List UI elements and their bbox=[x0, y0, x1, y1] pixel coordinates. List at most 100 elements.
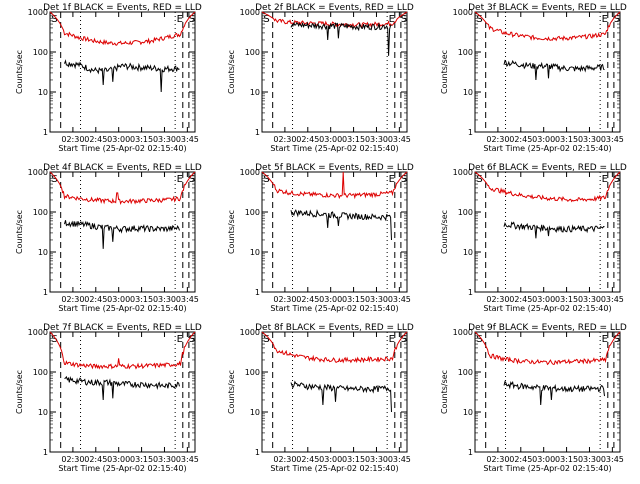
x-tick-label: 03:45 bbox=[176, 295, 199, 304]
marker-label: S bbox=[476, 174, 482, 185]
x-tick-label: 03:30 bbox=[365, 295, 388, 304]
x-tick-label: 03:15 bbox=[555, 455, 578, 464]
x-tick-label: 02:45 bbox=[296, 295, 319, 304]
y-tick-label: 1000 bbox=[240, 8, 260, 17]
x-tick-label: 03:30 bbox=[578, 455, 601, 464]
x-tick-label: 03:45 bbox=[388, 455, 411, 464]
x-tick-label: 03:30 bbox=[578, 135, 601, 144]
y-tick-label: 1 bbox=[255, 128, 260, 137]
plot-frame bbox=[474, 11, 621, 133]
x-tick-label: 02:45 bbox=[509, 135, 532, 144]
marker-label: S bbox=[614, 174, 620, 185]
x-tick-label: 03:00 bbox=[319, 295, 342, 304]
y-tick-label: 1 bbox=[43, 448, 48, 457]
y-tick-label: 1000 bbox=[453, 328, 473, 337]
panel-title: Det 3f BLACK = Events, RED = LLD bbox=[468, 3, 627, 13]
y-tick-label: 1 bbox=[43, 288, 48, 297]
marker-label: E bbox=[602, 14, 608, 25]
marker-label: E bbox=[602, 174, 608, 185]
y-tick-label: 10 bbox=[463, 248, 473, 257]
y-tick-label: 10 bbox=[250, 88, 260, 97]
x-tick-label: 03:15 bbox=[342, 455, 365, 464]
black-series-line bbox=[503, 380, 605, 406]
y-tick-label: 1000 bbox=[240, 168, 260, 177]
black-series-line bbox=[503, 59, 605, 81]
plot-frame bbox=[49, 331, 196, 453]
y-tick-label: 1000 bbox=[240, 328, 260, 337]
x-tick-label: 03:45 bbox=[388, 135, 411, 144]
y-axis-label: Counts/sec bbox=[15, 50, 24, 94]
x-tick-label: 02:30 bbox=[273, 295, 296, 304]
marker-label: S bbox=[263, 334, 269, 345]
x-tick-label: 02:45 bbox=[84, 455, 107, 464]
x-tick-label: 03:30 bbox=[365, 135, 388, 144]
x-tick-label: 02:30 bbox=[273, 135, 296, 144]
y-axis-label: Counts/sec bbox=[227, 50, 236, 94]
y-tick-label: 100 bbox=[458, 208, 473, 217]
x-tick-label: 03:45 bbox=[601, 455, 624, 464]
panel-1: Det 1f BLACK = Events, RED = LLD 1 10 100 10… bbox=[15, 3, 202, 153]
plot-frame bbox=[261, 171, 408, 293]
marker-label: S bbox=[263, 14, 269, 25]
x-tick-label: 03:45 bbox=[601, 295, 624, 304]
red-series-line bbox=[49, 171, 196, 205]
x-tick-label: 03:15 bbox=[555, 135, 578, 144]
marker-label: S bbox=[401, 174, 407, 185]
y-tick-label: 10 bbox=[38, 88, 48, 97]
marker-label: E bbox=[177, 334, 183, 345]
y-tick-label: 10 bbox=[250, 408, 260, 417]
panel-title: Det 1f BLACK = Events, RED = LLD bbox=[43, 3, 202, 13]
y-tick-label: 10 bbox=[463, 88, 473, 97]
x-axis-label: Start Time (25-Apr-02 02:15:40) bbox=[483, 304, 611, 313]
x-tick-label: 02:30 bbox=[486, 135, 509, 144]
x-tick-label: 03:30 bbox=[153, 295, 176, 304]
x-tick-label: 03:15 bbox=[130, 295, 153, 304]
x-tick-label: 02:45 bbox=[84, 295, 107, 304]
marker-label: S bbox=[476, 334, 482, 345]
x-tick-label: 02:45 bbox=[296, 135, 319, 144]
panel-title: Det 5f BLACK = Events, RED = LLD bbox=[255, 163, 414, 173]
y-axis-label: Counts/sec bbox=[227, 370, 236, 414]
x-axis-label: Start Time (25-Apr-02 02:15:40) bbox=[483, 464, 611, 473]
marker-label: S bbox=[263, 174, 269, 185]
y-tick-label: 100 bbox=[245, 368, 260, 377]
x-tick-label: 02:30 bbox=[61, 295, 84, 304]
panel-5: Det 5f BLACK = Events, RED = LLD 1 10 100 10… bbox=[227, 163, 414, 313]
marker-label: E bbox=[389, 334, 395, 345]
panel-2: Det 2f BLACK = Events, RED = LLD 1 10 100 10… bbox=[227, 3, 414, 153]
marker-label: S bbox=[189, 174, 195, 185]
panel-title: Det 6f BLACK = Events, RED = LLD bbox=[468, 163, 627, 173]
red-series-line bbox=[261, 11, 408, 29]
y-tick-label: 10 bbox=[38, 408, 48, 417]
x-tick-label: 03:15 bbox=[342, 295, 365, 304]
y-tick-label: 100 bbox=[245, 48, 260, 57]
x-axis-label: Start Time (25-Apr-02 02:15:40) bbox=[270, 144, 398, 153]
x-tick-label: 03:00 bbox=[532, 455, 555, 464]
panel-title: Det 9f BLACK = Events, RED = LLD bbox=[468, 323, 627, 333]
marker-label: E bbox=[602, 334, 608, 345]
black-series-line bbox=[290, 21, 392, 56]
red-series-line bbox=[474, 11, 621, 42]
y-tick-label: 1 bbox=[468, 288, 473, 297]
y-axis-label: Counts/sec bbox=[440, 210, 449, 254]
x-tick-label: 02:45 bbox=[84, 135, 107, 144]
marker-label: S bbox=[189, 14, 195, 25]
x-tick-label: 03:30 bbox=[365, 455, 388, 464]
y-tick-label: 100 bbox=[33, 208, 48, 217]
y-tick-label: 1 bbox=[43, 128, 48, 137]
y-tick-label: 100 bbox=[33, 48, 48, 57]
panel-8: Det 8f BLACK = Events, RED = LLD 1 10 100 10… bbox=[227, 323, 414, 473]
y-tick-label: 1000 bbox=[453, 168, 473, 177]
panel-9: Det 9f BLACK = Events, RED = LLD 1 10 100 10… bbox=[440, 323, 627, 473]
y-tick-label: 1000 bbox=[28, 168, 48, 177]
marker-label: E bbox=[389, 174, 395, 185]
panel-3: Det 3f BLACK = Events, RED = LLD 1 10 100 10… bbox=[440, 3, 627, 153]
marker-label: E bbox=[389, 14, 395, 25]
x-tick-label: 02:45 bbox=[509, 455, 532, 464]
x-tick-label: 03:00 bbox=[107, 455, 130, 464]
y-axis-label: Counts/sec bbox=[440, 370, 449, 414]
black-series-line bbox=[503, 221, 605, 239]
marker-label: S bbox=[476, 14, 482, 25]
x-tick-label: 03:30 bbox=[153, 455, 176, 464]
